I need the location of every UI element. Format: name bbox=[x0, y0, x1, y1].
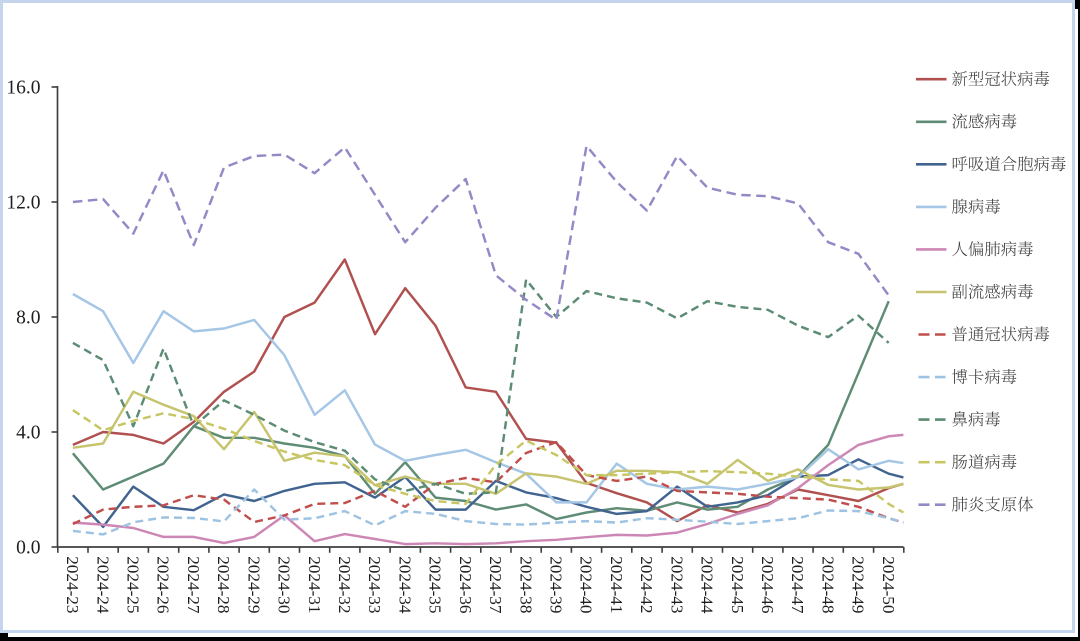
svg-text:2024-26: 2024-26 bbox=[154, 556, 173, 614]
svg-text:8.0: 8.0 bbox=[16, 308, 40, 329]
svg-text:2024-25: 2024-25 bbox=[124, 556, 143, 613]
svg-text:2024-47: 2024-47 bbox=[788, 556, 807, 614]
svg-text:2024-30: 2024-30 bbox=[275, 556, 294, 613]
svg-text:12.0: 12.0 bbox=[6, 193, 40, 214]
svg-text:2024-23: 2024-23 bbox=[63, 556, 82, 613]
svg-text:2024-42: 2024-42 bbox=[637, 556, 656, 613]
svg-text:2024-28: 2024-28 bbox=[214, 556, 233, 613]
svg-text:2024-46: 2024-46 bbox=[758, 556, 777, 614]
svg-text:2024-33: 2024-33 bbox=[365, 556, 384, 613]
svg-text:16.0: 16.0 bbox=[6, 78, 40, 99]
svg-text:2024-40: 2024-40 bbox=[577, 556, 596, 613]
svg-text:2024-29: 2024-29 bbox=[244, 556, 263, 613]
svg-text:2024-36: 2024-36 bbox=[456, 556, 475, 614]
svg-text:2024-39: 2024-39 bbox=[547, 556, 566, 613]
svg-text:2024-41: 2024-41 bbox=[607, 556, 626, 613]
svg-text:2024-49: 2024-49 bbox=[849, 556, 868, 613]
svg-text:2024-24: 2024-24 bbox=[93, 556, 112, 614]
svg-text:2024-27: 2024-27 bbox=[184, 556, 203, 614]
svg-text:2024-37: 2024-37 bbox=[486, 556, 505, 614]
svg-text:0.0: 0.0 bbox=[16, 538, 40, 559]
svg-text:2024-50: 2024-50 bbox=[879, 556, 898, 613]
svg-text:2024-48: 2024-48 bbox=[818, 556, 837, 613]
svg-text:2024-31: 2024-31 bbox=[305, 556, 324, 613]
svg-text:4.0: 4.0 bbox=[16, 423, 40, 444]
svg-text:2024-38: 2024-38 bbox=[516, 556, 535, 613]
svg-text:2024-34: 2024-34 bbox=[395, 556, 414, 614]
svg-text:2024-45: 2024-45 bbox=[728, 556, 747, 613]
svg-text:2024-35: 2024-35 bbox=[426, 556, 445, 613]
svg-text:2024-44: 2024-44 bbox=[698, 556, 717, 614]
svg-text:2024-32: 2024-32 bbox=[335, 556, 354, 613]
svg-text:2024-43: 2024-43 bbox=[667, 556, 686, 613]
